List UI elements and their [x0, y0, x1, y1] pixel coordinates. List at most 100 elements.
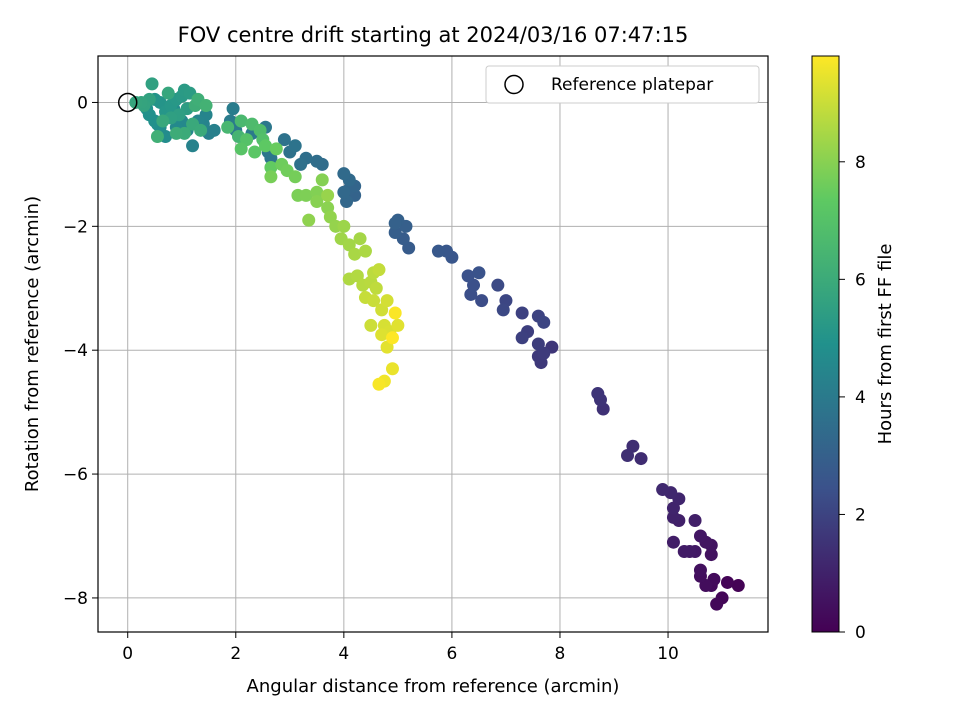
legend: Reference platepar	[485, 65, 760, 104]
data-point	[677, 544, 691, 558]
data-point	[385, 331, 399, 345]
colorbar-tick-label: 6	[855, 270, 866, 290]
data-point	[372, 377, 386, 391]
data-point	[156, 114, 170, 128]
x-tick-label: 4	[338, 644, 349, 664]
data-point	[337, 167, 351, 181]
data-point	[226, 102, 240, 116]
chart-title: FOV centre drift starting at 2024/03/16 …	[178, 23, 689, 47]
data-point	[591, 387, 605, 401]
data-point	[315, 173, 329, 187]
x-tick-label: 2	[230, 644, 241, 664]
y-tick-label: −4	[63, 341, 88, 361]
colorbar	[811, 55, 840, 633]
data-point	[372, 263, 386, 277]
scatter-points	[129, 77, 745, 611]
data-point	[264, 160, 278, 174]
x-tick-label: 0	[122, 644, 133, 664]
data-point	[472, 266, 486, 280]
data-point	[491, 278, 505, 292]
x-tick-label: 8	[555, 644, 566, 664]
data-point	[367, 294, 381, 308]
data-point	[656, 483, 670, 497]
data-point	[666, 510, 680, 524]
data-point	[693, 529, 707, 543]
y-axis-ticks: 0 −2 −4 −6 −8	[63, 93, 98, 609]
data-point	[277, 133, 291, 147]
x-tick-label: 6	[446, 644, 457, 664]
data-point	[531, 337, 545, 351]
y-tick-label: −6	[63, 465, 88, 485]
data-point	[294, 157, 308, 171]
data-point	[310, 185, 324, 199]
plot-area	[97, 55, 769, 633]
legend-box	[485, 65, 760, 104]
data-point	[461, 269, 475, 283]
data-point	[621, 448, 635, 462]
data-point	[288, 139, 302, 153]
y-tick-label: 0	[77, 93, 88, 113]
data-point	[310, 154, 324, 168]
data-point	[288, 170, 302, 184]
data-point	[129, 95, 143, 109]
plot-frame	[97, 55, 769, 633]
colorbar-tick-label: 0	[855, 623, 866, 643]
data-point	[693, 563, 707, 577]
data-point	[310, 195, 324, 209]
data-point	[388, 216, 402, 230]
data-point	[388, 226, 402, 240]
data-point	[259, 139, 272, 153]
data-point	[364, 318, 378, 332]
y-tick-label: −2	[63, 217, 88, 237]
data-point	[194, 123, 208, 137]
data-point	[388, 306, 402, 320]
data-point	[321, 188, 335, 202]
data-point	[369, 281, 383, 295]
data-point	[207, 123, 221, 137]
data-point	[302, 213, 316, 227]
colorbar-ticks: 0 2 4 6 8	[839, 153, 866, 643]
y-tick-label: −8	[63, 589, 88, 609]
data-point	[269, 142, 283, 156]
data-point	[299, 188, 313, 202]
data-point	[169, 126, 183, 140]
data-point	[380, 294, 394, 308]
data-point	[385, 362, 399, 376]
data-point	[264, 170, 278, 184]
data-point	[515, 331, 529, 345]
data-point	[634, 452, 648, 466]
reference-marker	[117, 92, 138, 113]
data-point	[150, 130, 164, 144]
data-point	[475, 294, 489, 308]
legend-marker	[504, 74, 524, 95]
colorbar-tick-label: 2	[855, 505, 866, 525]
x-axis-ticks: 0 2 4 6 8 10	[122, 632, 679, 664]
data-point	[688, 514, 702, 528]
data-point	[731, 579, 745, 593]
data-point	[234, 114, 248, 128]
data-point	[161, 86, 175, 100]
data-point	[199, 99, 213, 113]
data-point	[515, 306, 529, 320]
data-point	[348, 247, 362, 261]
y-axis-label: Rotation from reference (arcmin)	[22, 196, 43, 492]
data-point	[375, 328, 389, 342]
data-point	[145, 77, 159, 91]
data-point	[358, 244, 372, 258]
data-point	[391, 318, 405, 332]
data-point	[431, 244, 445, 258]
data-point	[234, 142, 248, 156]
legend-label: Reference platepar	[551, 75, 713, 95]
data-point	[704, 548, 718, 562]
plot-background	[98, 56, 768, 632]
data-point	[186, 139, 200, 153]
data-point	[537, 315, 551, 329]
data-point	[337, 185, 351, 199]
data-point	[666, 535, 680, 549]
data-point	[337, 219, 351, 233]
colorbar-label: Hours from first FF file	[875, 244, 896, 445]
data-point	[248, 145, 262, 159]
data-point	[720, 575, 734, 589]
data-point	[710, 597, 724, 611]
